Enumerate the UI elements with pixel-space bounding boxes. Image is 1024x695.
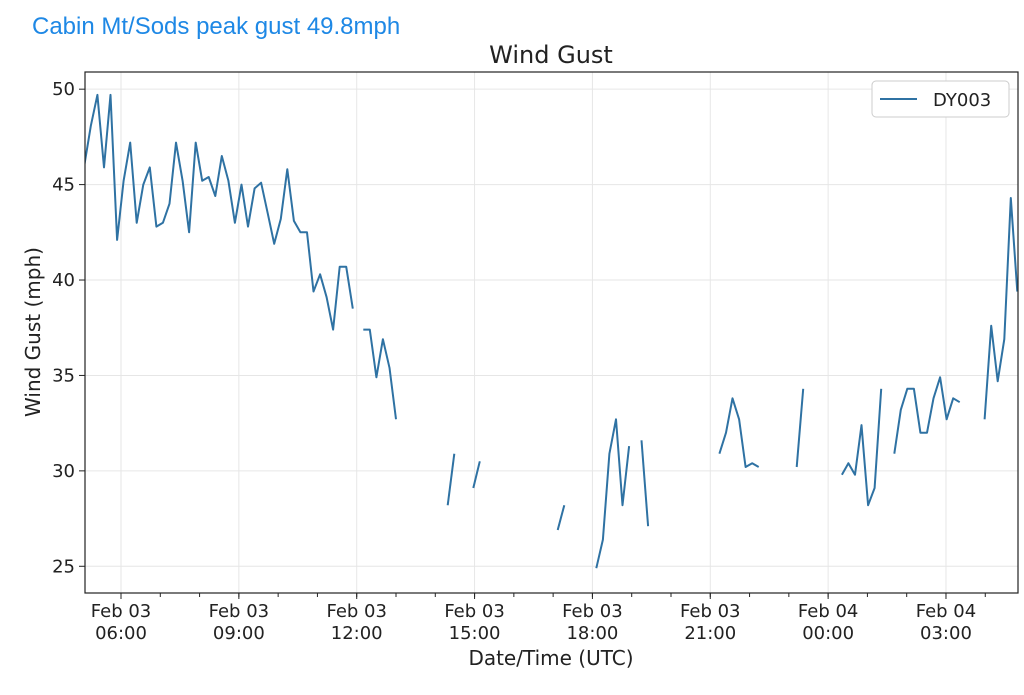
series-line-segment bbox=[595, 418, 631, 569]
y-tick-label: 45 bbox=[52, 175, 75, 196]
x-tick-label-date: Feb 04 bbox=[798, 601, 859, 622]
series-line-segment bbox=[718, 397, 760, 468]
y-tick-label: 40 bbox=[52, 270, 75, 291]
x-tick-label-time: 12:00 bbox=[331, 623, 383, 644]
series-line-segment bbox=[556, 504, 566, 531]
x-tick-label-time: 09:00 bbox=[213, 623, 265, 644]
grid bbox=[85, 72, 1018, 593]
series-line-segment bbox=[446, 453, 456, 506]
y-tick-label: 35 bbox=[52, 365, 75, 386]
x-tick-label-date: Feb 03 bbox=[91, 601, 152, 622]
y-tick-label: 30 bbox=[52, 461, 75, 482]
y-axis-label: Wind Gust (mph) bbox=[21, 247, 45, 417]
x-tick-label-date: Feb 03 bbox=[680, 601, 741, 622]
series-line-segment bbox=[85, 93, 354, 331]
series-line-segment bbox=[841, 388, 883, 507]
x-tick-label-time: 21:00 bbox=[684, 623, 736, 644]
x-tick-label-date: Feb 04 bbox=[916, 601, 977, 622]
x-tick-label-time: 03:00 bbox=[920, 623, 972, 644]
series-line-segment bbox=[983, 197, 1018, 420]
legend-box bbox=[871, 80, 1010, 118]
y-axis: 25 30 35 40 45 50 bbox=[52, 79, 85, 577]
y-tick-label: 50 bbox=[52, 79, 75, 100]
chart-title: Wind Gust bbox=[489, 41, 613, 69]
series-dy003 bbox=[85, 93, 1018, 569]
series-line-segment bbox=[640, 440, 650, 527]
x-tick-label-date: Feb 03 bbox=[562, 601, 623, 622]
series-line-segment bbox=[795, 388, 805, 468]
series-line-segment bbox=[472, 461, 481, 489]
x-tick-label-date: Feb 03 bbox=[444, 601, 505, 622]
plot-frame bbox=[84, 71, 1019, 594]
y-tick-label: 25 bbox=[52, 556, 75, 577]
x-tick-label-time: 15:00 bbox=[449, 623, 501, 644]
x-tick-label-time: 06:00 bbox=[95, 623, 147, 644]
legend-label: DY003 bbox=[933, 90, 991, 111]
x-axis-label: Date/Time (UTC) bbox=[468, 646, 633, 670]
legend: DY003 bbox=[871, 80, 1010, 118]
series-line-segment bbox=[363, 328, 397, 420]
x-tick-label-time: 18:00 bbox=[566, 623, 618, 644]
x-tick-label-date: Feb 03 bbox=[326, 601, 387, 622]
station-peak-gust-header: Cabin Mt/Sods peak gust 49.8mph bbox=[32, 13, 401, 40]
x-tick-label-date: Feb 03 bbox=[209, 601, 270, 622]
x-tick-label-time: 00:00 bbox=[802, 623, 854, 644]
series-line-segment bbox=[893, 376, 961, 454]
